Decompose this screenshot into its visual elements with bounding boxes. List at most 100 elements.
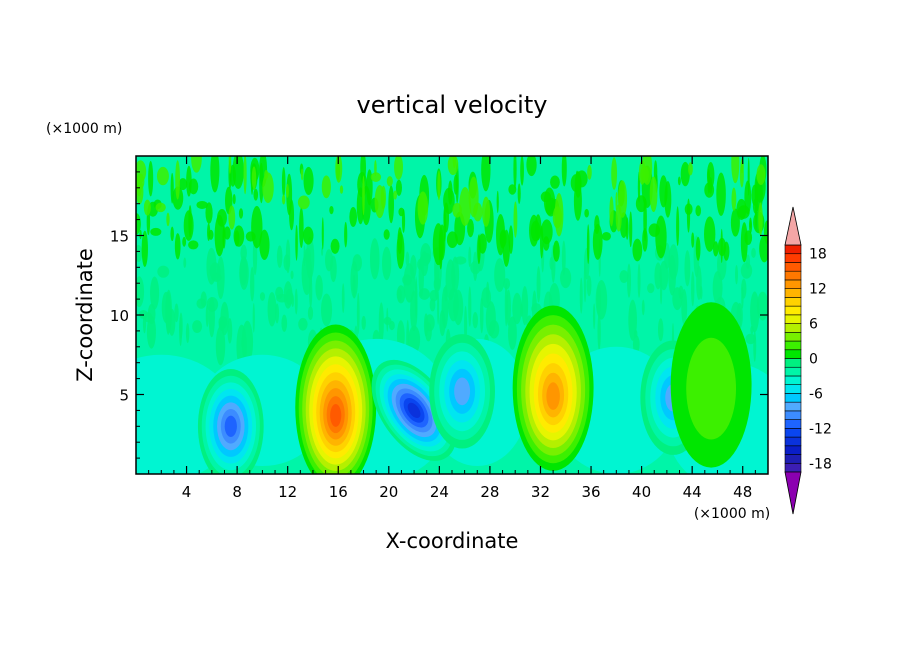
- turbulence-speck: [156, 166, 169, 186]
- turbulence-speck: [290, 270, 294, 280]
- y-axis-label: Z-coordinate: [73, 248, 97, 382]
- turbulence-speck: [643, 197, 647, 242]
- turbulence-speck: [147, 303, 156, 325]
- turbulence-speck: [175, 160, 181, 200]
- turbulence-speck: [687, 162, 693, 176]
- turbulence-speck: [680, 161, 690, 187]
- turbulence-speck: [611, 157, 618, 190]
- turbulence-speck: [731, 187, 737, 211]
- turbulence-speck: [417, 191, 429, 225]
- turbulence-speck: [141, 230, 148, 267]
- turbulence-speck: [349, 207, 358, 227]
- turbulence-speck: [321, 217, 324, 250]
- turbulence-speck: [520, 156, 524, 186]
- turbulence-speck: [362, 175, 365, 216]
- turbulence-speck: [625, 217, 629, 240]
- turbulence-speck: [655, 215, 667, 259]
- colorbar-tick-label: -18: [809, 456, 832, 472]
- turbulence-speck: [637, 263, 641, 298]
- colorbar-swatch: [784, 445, 802, 455]
- turbulence-speck: [192, 320, 203, 333]
- turbulence-speck: [191, 156, 202, 173]
- turbulence-speck: [253, 188, 259, 201]
- turbulence-speck: [586, 275, 592, 297]
- turbulence-speck: [251, 166, 257, 190]
- turbulence-speck: [216, 256, 225, 300]
- colorbar-swatch: [784, 428, 802, 438]
- colorbar-high-arrow: [784, 206, 802, 246]
- turbulence-speck: [482, 196, 491, 227]
- turbulence-speck: [448, 180, 453, 205]
- turbulence-speck: [374, 184, 385, 219]
- turbulence-speck: [540, 191, 552, 203]
- x-tick-label: 28: [480, 483, 499, 501]
- x-axis-label: X-coordinate: [386, 529, 519, 553]
- turbulence-speck: [374, 160, 377, 176]
- colorbar-swatch: [784, 305, 802, 316]
- colorbar-swatch: [784, 288, 802, 298]
- turbulence-speck: [157, 265, 170, 278]
- turbulence-speck: [540, 219, 553, 245]
- turbulence-speck: [736, 198, 747, 220]
- turbulence-speck: [335, 156, 343, 183]
- turbulence-speck: [285, 239, 291, 274]
- turbulence-speck: [307, 306, 314, 321]
- colorbar-tick-label: 0: [809, 352, 818, 368]
- turbulence-speck: [303, 166, 314, 196]
- turbulence-speck: [218, 316, 228, 329]
- turbulence-speck: [394, 156, 404, 180]
- turbulence-speck: [361, 315, 366, 330]
- turbulence-speck: [303, 226, 314, 245]
- turbulence-speck: [386, 176, 393, 187]
- turbulence-speck: [696, 265, 702, 301]
- turbulence-speck: [136, 213, 141, 235]
- turbulence-speck: [414, 276, 418, 313]
- turbulence-speck: [382, 246, 392, 281]
- colorbar-tick-label: 12: [809, 282, 827, 298]
- turbulence-speck: [402, 274, 412, 286]
- colorbar-swatch: [784, 279, 802, 289]
- turbulence-speck: [647, 283, 655, 294]
- turbulence-speck: [512, 292, 522, 325]
- turbulence-speck: [300, 168, 304, 181]
- turbulence-speck: [245, 231, 256, 242]
- turbulence-speck: [632, 238, 643, 262]
- turbulence-speck: [684, 250, 691, 287]
- turbulence-speck: [240, 244, 247, 261]
- turbulence-speck: [170, 172, 174, 204]
- updraft-contour: [546, 382, 560, 410]
- turbulence-speck: [560, 267, 572, 289]
- turbulence-speck: [668, 244, 679, 280]
- turbulence-speck: [299, 207, 304, 249]
- turbulence-speck: [294, 288, 298, 315]
- turbulence-speck: [417, 258, 424, 270]
- turbulence-speck: [276, 245, 283, 268]
- turbulence-speck: [716, 172, 726, 216]
- turbulence-speck: [397, 227, 403, 254]
- colorbar-swatch: [784, 401, 802, 412]
- turbulence-speck: [453, 174, 459, 195]
- turbulence-speck: [308, 274, 313, 308]
- turbulence-speck: [587, 165, 592, 180]
- turbulence-speck: [713, 241, 719, 257]
- downdraft-contour: [407, 402, 421, 419]
- x-tick-label: 12: [278, 483, 297, 501]
- turbulence-speck: [259, 292, 266, 301]
- turbulence-speck: [383, 229, 390, 240]
- turbulence-speck: [741, 278, 747, 299]
- turbulence-speck: [208, 296, 215, 338]
- turbulence-speck: [341, 283, 345, 313]
- turbulence-speck: [472, 251, 478, 281]
- y-tick-label: 15: [110, 228, 129, 246]
- colorbar-swatch: [784, 262, 802, 272]
- turbulence-speck: [638, 160, 646, 185]
- turbulence-speck: [479, 297, 484, 334]
- turbulence-speck: [695, 205, 702, 217]
- turbulence-speck: [243, 156, 247, 195]
- turbulence-speck: [717, 237, 727, 257]
- turbulence-speck: [281, 314, 288, 332]
- colorbar: 18 12 6 0 -6 -12 -18: [784, 206, 832, 515]
- turbulence-speck: [488, 320, 500, 339]
- turbulence-speck: [339, 185, 344, 194]
- turbulence-speck: [749, 217, 752, 228]
